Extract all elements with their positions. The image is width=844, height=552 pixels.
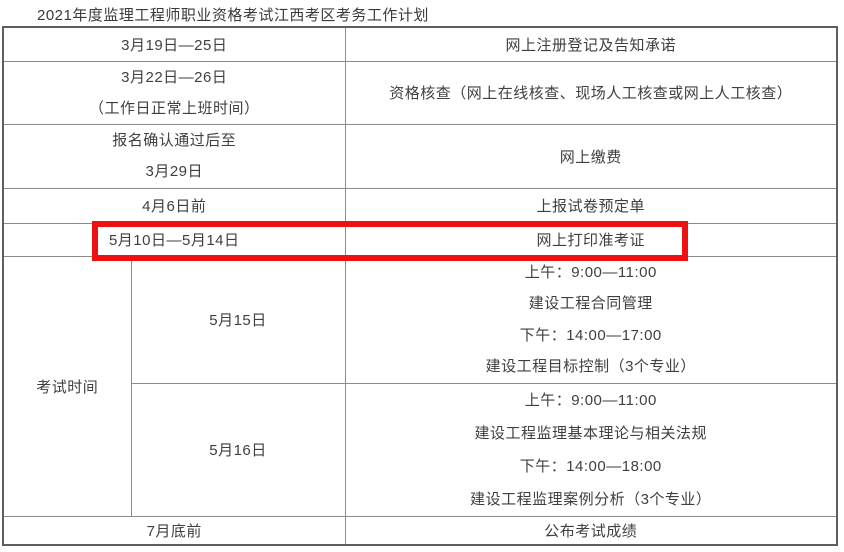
schedule-line: 建设工程监理基本理论与相关法规 <box>474 424 707 442</box>
table-row-exam-day1: 考试时间 5月15日 上午：9:00—11:00 建设工程合同管理 下午：14:… <box>2 255 838 517</box>
exam-date: 5月16日 <box>209 442 267 459</box>
schedule-line: 建设工程目标控制（3个专业） <box>485 358 696 375</box>
time-cell: 3月19日—25日 <box>2 26 346 62</box>
table-row-qualification-check: 3月22日—26日 （工作日正常上班时间） 资格核查（网上在线核查、现场人工核查… <box>2 60 838 125</box>
task-cell: 资格核查（网上在线核查、现场人工核查或网上人工核查） <box>344 60 838 125</box>
schedule-line: 上午：9:00—11:00 <box>524 391 657 409</box>
task-text: 公布考试成绩 <box>544 522 638 540</box>
task-cell: 网上注册登记及告知承诺 <box>344 26 838 62</box>
time-text-line2: （工作日正常上班时间） <box>88 99 260 117</box>
table-row-results: 7月底前 公布考试成绩 <box>2 515 838 546</box>
exam-date-cell: 5月15日 <box>130 255 346 384</box>
time-text: 7月底前 <box>146 522 202 540</box>
time-cell: 3月22日—26日 （工作日正常上班时间） <box>2 60 346 125</box>
exam-date: 5月15日 <box>209 312 267 329</box>
task-cell: 上报试卷预定单 <box>344 187 838 224</box>
time-cell-highlighted: 5月10日—5月14日 <box>2 222 346 257</box>
task-text: 网上打印准考证 <box>536 232 645 249</box>
schedule-line: 上午：9:00—11:00 <box>524 263 657 281</box>
time-text: 4月6日前 <box>142 198 207 215</box>
schedule-line: 下午：14:00—17:00 <box>519 326 662 344</box>
table-row-registration: 3月19日—25日 网上注册登记及告知承诺 <box>2 26 838 62</box>
task-cell: 公布考试成绩 <box>344 515 838 546</box>
table-row-exam-day2: 5月16日 上午：9:00—11:00 建设工程监理基本理论与相关法规 下午：1… <box>3 382 838 517</box>
time-cell: 4月6日前 <box>2 187 346 224</box>
task-cell: 网上缴费 <box>344 123 838 189</box>
task-text: 网上注册登记及告知承诺 <box>505 36 676 54</box>
time-text: 3月19日—25日 <box>121 36 228 54</box>
task-text: 网上缴费 <box>559 148 622 166</box>
table-row-paper-order: 4月6日前 上报试卷预定单 <box>2 187 838 224</box>
time-text: 5月10日—5月14日 <box>108 232 240 249</box>
exam-time-label: 考试时间 <box>36 378 99 396</box>
time-text-line1: 3月22日—26日 <box>121 68 228 86</box>
task-text: 上报试卷预定单 <box>536 198 645 215</box>
exam-schedule-cell: 上午：9:00—11:00 建设工程监理基本理论与相关法规 下午：14:00—1… <box>344 382 838 517</box>
table-row-print-admission-ticket: 5月10日—5月14日 网上打印准考证 <box>2 222 838 257</box>
time-text-line2: 3月29日 <box>145 163 204 180</box>
schedule-line: 下午：14:00—18:00 <box>519 457 662 475</box>
exam-date-cell: 5月16日 <box>130 382 346 517</box>
task-cell-highlighted: 网上打印准考证 <box>344 222 838 257</box>
time-cell: 7月底前 <box>2 515 346 546</box>
time-text-line1: 报名确认通过后至 <box>112 132 237 149</box>
schedule-table: 3月19日—25日 网上注册登记及告知承诺 3月22日—26日 （工作日正常上班… <box>2 26 838 546</box>
task-text: 资格核查（网上在线核查、现场人工核查或网上人工核查） <box>389 85 793 102</box>
exam-time-label-cell: 考试时间 <box>2 255 132 517</box>
table-row-payment: 报名确认通过后至 3月29日 网上缴费 <box>2 123 838 189</box>
schedule-line: 建设工程监理案例分析（3个专业） <box>470 490 712 508</box>
time-cell: 报名确认通过后至 3月29日 <box>2 123 346 189</box>
exam-schedule-cell: 上午：9:00—11:00 建设工程合同管理 下午：14:00—17:00 建设… <box>344 255 838 384</box>
page-title: 2021年度监理工程师职业资格考试江西考区考务工作计划 <box>37 7 429 24</box>
schedule-line: 建设工程合同管理 <box>528 295 653 312</box>
